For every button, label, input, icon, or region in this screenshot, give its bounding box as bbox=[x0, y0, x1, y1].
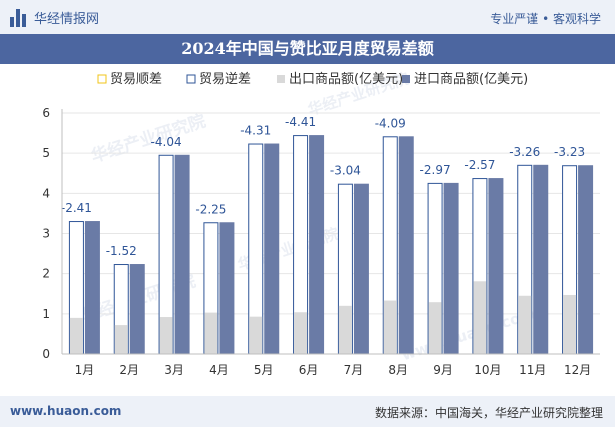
export-bar bbox=[69, 317, 83, 354]
import-bar bbox=[219, 222, 235, 354]
x-tick-label: 7月 bbox=[344, 363, 364, 377]
chart-area: 华经产业研究院华经产业研究院华经产业研究院华经产业研究院www.huaon.co… bbox=[42, 69, 600, 377]
export-bar bbox=[159, 317, 173, 354]
legend-swatch bbox=[402, 75, 410, 83]
y-tick-label: 3 bbox=[42, 227, 50, 241]
legend-label: 进口商品额(亿美元) bbox=[414, 72, 528, 87]
y-tick-label: 1 bbox=[42, 307, 50, 321]
x-tick-label: 6月 bbox=[299, 363, 319, 377]
header-bar: 华经情报网 专业严谨 • 客观科学 bbox=[0, 0, 615, 34]
legend-swatch bbox=[97, 74, 107, 84]
export-bar bbox=[204, 312, 218, 354]
y-tick-label: 6 bbox=[42, 106, 50, 120]
export-bar bbox=[383, 300, 397, 354]
deficit-label: -4.41 bbox=[285, 115, 316, 129]
import-bar bbox=[398, 136, 414, 354]
x-tick-label: 2月 bbox=[119, 363, 139, 377]
x-tick-label: 10月 bbox=[474, 363, 501, 377]
x-tick-label: 3月 bbox=[164, 363, 184, 377]
watermark-text: 华经产业研究院 bbox=[88, 110, 208, 167]
x-tick-label: 8月 bbox=[388, 363, 408, 377]
legend-label: 出口商品额(亿美元) bbox=[289, 72, 403, 87]
deficit-label: -4.04 bbox=[151, 135, 182, 149]
title-bar: 2024年中国与赞比亚月度贸易差额 bbox=[0, 34, 615, 64]
x-tick-label: 1月 bbox=[75, 363, 95, 377]
import-bar bbox=[578, 165, 594, 354]
y-tick-label: 5 bbox=[42, 146, 50, 160]
watermark-text: www.huaon.com bbox=[399, 304, 537, 364]
deficit-label: -4.31 bbox=[240, 124, 271, 138]
footer-website[interactable]: www.huaon.com bbox=[10, 404, 122, 418]
import-bar bbox=[84, 221, 100, 354]
y-tick-label: 2 bbox=[42, 267, 50, 281]
y-tick-label: 4 bbox=[42, 186, 50, 200]
export-bar bbox=[518, 295, 532, 354]
chart-title: 2024年中国与赞比亚月度贸易差额 bbox=[181, 39, 434, 58]
import-bar bbox=[264, 143, 280, 354]
legend-swatch bbox=[186, 74, 196, 84]
deficit-label: -3.23 bbox=[554, 145, 585, 159]
export-bar bbox=[428, 302, 442, 354]
x-tick-label: 4月 bbox=[209, 363, 229, 377]
y-tick-label: 0 bbox=[42, 347, 50, 361]
import-bar bbox=[129, 264, 145, 354]
site-slogan: 专业严谨 • 客观科学 bbox=[490, 12, 601, 26]
export-bar bbox=[114, 325, 128, 354]
deficit-label: -3.04 bbox=[330, 164, 361, 178]
export-bar bbox=[338, 305, 352, 354]
x-tick-label: 11月 bbox=[519, 363, 546, 377]
deficit-label: -2.25 bbox=[195, 202, 226, 216]
deficit-label: -2.57 bbox=[464, 158, 495, 172]
import-bar bbox=[488, 178, 504, 354]
deficit-label: -2.97 bbox=[420, 163, 451, 177]
export-bar bbox=[249, 316, 263, 354]
import-bar bbox=[309, 135, 325, 354]
export-bar bbox=[294, 312, 308, 354]
site-logo[interactable]: 华经情报网 bbox=[10, 8, 99, 27]
legend-label: 贸易逆差 bbox=[199, 71, 251, 87]
x-tick-label: 12月 bbox=[564, 363, 591, 377]
deficit-label: -2.41 bbox=[61, 201, 92, 215]
x-tick-label: 5月 bbox=[254, 363, 274, 377]
deficit-label: -4.09 bbox=[375, 116, 406, 130]
export-bar bbox=[563, 294, 577, 354]
import-bar bbox=[174, 154, 190, 354]
footer-bar: www.huaon.com 数据来源：中国海关，华经产业研究院整理 bbox=[0, 396, 615, 427]
import-bar bbox=[443, 182, 459, 354]
data-source: 数据来源：中国海关，华经产业研究院整理 bbox=[374, 406, 603, 420]
legend-swatch bbox=[277, 75, 285, 83]
data-labels: -2.41 -1.52 -4.04 -2.25 -4.31 -4.41 -3.04 -4.09… bbox=[61, 115, 585, 258]
export-bar bbox=[473, 281, 487, 354]
axes: 0 1 2 3 4 5 6 1月 2月 3月 4月 5月 6月 7月 8月 9月 10月 11月 12月 bbox=[42, 106, 600, 377]
bars bbox=[68, 135, 594, 355]
import-bar bbox=[533, 164, 549, 354]
legend: 贸易顺差 贸易逆差 出口商品额(亿美元) 进口商品额(亿美元) bbox=[97, 71, 528, 87]
import-bar bbox=[353, 183, 369, 354]
site-name: 华经情报网 bbox=[34, 12, 100, 27]
x-tick-label: 9月 bbox=[433, 363, 453, 377]
gridlines bbox=[62, 112, 600, 315]
deficit-label: -1.52 bbox=[106, 244, 137, 258]
deficit-label: -3.26 bbox=[509, 145, 540, 159]
legend-label: 贸易顺差 bbox=[110, 72, 162, 87]
logo-bars-icon bbox=[10, 8, 28, 27]
